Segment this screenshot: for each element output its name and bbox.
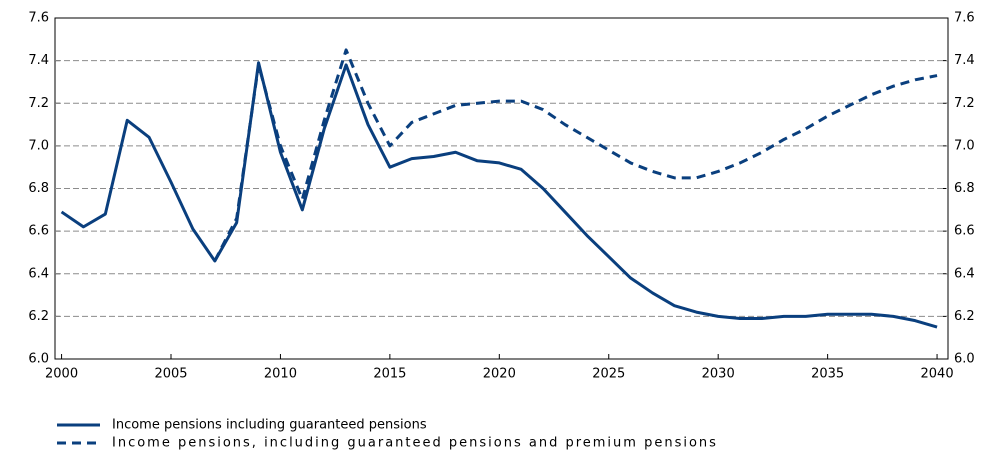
y-tick-label: 6.4 xyxy=(28,266,49,281)
y-tick-label: 6.0 xyxy=(28,352,49,367)
x-tick-label: 2030 xyxy=(702,367,735,382)
y-tick-label: 7.4 xyxy=(28,53,49,68)
y-tick-label: 7.6 xyxy=(28,11,49,26)
y-tick-label: 6.8 xyxy=(28,181,49,196)
legend-label: Income pensions including guaranteed pen… xyxy=(112,418,427,433)
x-tick-label: 2005 xyxy=(154,367,187,382)
y-tick-label: 6.6 xyxy=(28,224,49,239)
x-tick-label: 2010 xyxy=(264,367,297,382)
y2-tick-label: 7.6 xyxy=(954,11,975,26)
y-tick-label: 6.2 xyxy=(28,309,49,324)
x-tick-label: 2035 xyxy=(811,367,844,382)
y2-tick-label: 7.2 xyxy=(954,96,975,111)
series-line xyxy=(60,61,938,329)
series-line xyxy=(213,48,938,262)
x-tick-label: 2025 xyxy=(592,367,625,382)
y2-tick-label: 7.4 xyxy=(954,53,975,68)
y2-tick-label: 7.0 xyxy=(954,138,975,153)
y2-tick-label: 6.6 xyxy=(954,224,975,239)
y-tick-label: 7.2 xyxy=(28,96,49,111)
y2-tick-label: 6.2 xyxy=(954,309,975,324)
y2-tick-label: 6.8 xyxy=(954,181,975,196)
x-tick-label: 2040 xyxy=(921,367,954,382)
legend-label: Income pensions, including guaranteed pe… xyxy=(112,436,718,451)
x-tick-label: 2020 xyxy=(483,367,516,382)
y2-tick-label: 6.0 xyxy=(954,352,975,367)
y-tick-label: 7.0 xyxy=(28,138,49,153)
x-tick-label: 2000 xyxy=(45,367,78,382)
x-tick-label: 2015 xyxy=(373,367,406,382)
y2-tick-label: 6.4 xyxy=(954,266,975,281)
